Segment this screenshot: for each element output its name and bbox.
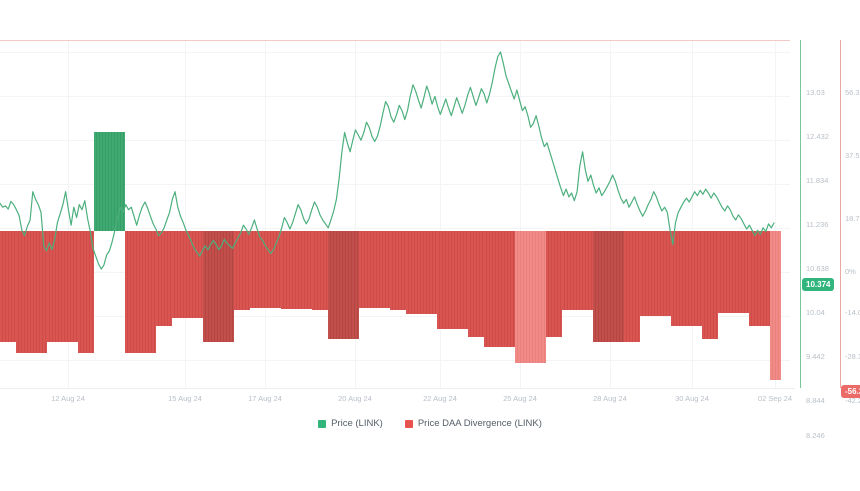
divergence-bar (234, 231, 250, 311)
gridline (0, 96, 790, 97)
zero-line (0, 40, 790, 41)
divergence-bar (312, 231, 328, 311)
x-axis-tick-label: 15 Aug 24 (168, 394, 202, 403)
price-axis-tick-label: 13.03 (806, 88, 825, 97)
gridline (355, 40, 356, 388)
divergence-bar (749, 231, 770, 327)
x-axis-tick-label: 17 Aug 24 (248, 394, 282, 403)
current-price-badge: 10.374 (802, 278, 835, 291)
legend-item[interactable]: Price DAA Divergence (LINK) (404, 418, 542, 429)
gridline (440, 40, 441, 388)
percent-axis-tick-label: 56.35% (845, 88, 860, 97)
divergence-bar (328, 231, 359, 340)
legend-swatch-icon (318, 419, 327, 428)
gridline (0, 52, 790, 53)
gridline (692, 40, 693, 388)
x-axis-tick-label: 20 Aug 24 (338, 394, 372, 403)
price-axis-tick-label: 11.236 (806, 220, 829, 229)
divergence-bar (172, 231, 203, 319)
divergence-bar (515, 231, 546, 364)
divergence-bar (640, 231, 671, 316)
x-axis-tick-label: 28 Aug 24 (593, 394, 627, 403)
gridline (610, 40, 611, 388)
price-axis-tick-label: 11.834 (806, 176, 829, 185)
price-axis-tick-label: 12.432 (806, 132, 829, 141)
divergence-bar (702, 231, 718, 340)
x-axis-tick-label: 22 Aug 24 (423, 394, 457, 403)
price-axis-tick-label: 10.04 (806, 308, 825, 317)
divergence-bar (406, 231, 437, 315)
current-divergence-badge: -56.35% (841, 385, 860, 398)
legend-swatch-icon (404, 419, 413, 428)
x-axis-tick-label: 02 Sep 24 (757, 394, 793, 403)
divergence-bar (624, 231, 640, 343)
divergence-bar (0, 231, 16, 343)
chart-legend: Price (LINK) Price DAA Divergence (LINK) (0, 418, 860, 429)
price-axis-tick-label: 8.844 (806, 396, 825, 405)
gridline (520, 40, 521, 388)
divergence-bar (718, 231, 749, 313)
gridline (68, 40, 69, 388)
divergence-bar (546, 231, 562, 337)
divergence-bar (437, 231, 468, 329)
gridline (0, 140, 790, 141)
gridline (0, 316, 790, 317)
divergence-bar (770, 231, 781, 380)
gridline (0, 184, 790, 185)
divergence-bar (94, 131, 125, 231)
percent-axis-tick-label: 0% (845, 267, 856, 276)
percent-axis-tick-label: -14.08% (845, 308, 860, 317)
percent-axis-tick-label: -42.26% (845, 396, 860, 405)
divergence-bar (281, 231, 312, 309)
percent-axis-tick-label: 37.57% (845, 151, 860, 160)
legend-label: Price DAA Divergence (LINK) (417, 418, 542, 429)
legend-label: Price (LINK) (331, 418, 383, 429)
divergence-bar (16, 231, 47, 353)
divergence-bar (156, 231, 172, 327)
x-axis-tick-label: 12 Aug 24 (51, 394, 85, 403)
divergence-bar (359, 231, 390, 308)
divergence-bar (593, 231, 624, 343)
gridline (265, 40, 266, 388)
percent-axis-tick-label: 18.78% (845, 214, 860, 223)
gridline (185, 40, 186, 388)
legend-item[interactable]: Price (LINK) (318, 418, 383, 429)
price-axis-tick-label: 9.442 (806, 352, 825, 361)
x-axis-tick-label: 30 Aug 24 (675, 394, 709, 403)
percent-axis-line (840, 40, 841, 388)
divergence-bar (390, 231, 406, 311)
x-axis-tick-label: 25 Aug 24 (503, 394, 537, 403)
gridline (0, 360, 790, 361)
gridline (0, 228, 790, 229)
x-axis-line (0, 388, 795, 389)
plot-area: santiment (0, 40, 790, 388)
percent-axis-tick-label: -28.18% (845, 352, 860, 361)
gridline (775, 40, 776, 388)
divergence-bar (125, 231, 156, 353)
price-line-series (0, 51, 775, 270)
divergence-bar (468, 231, 484, 337)
price-axis-tick-label: 10.638 (806, 264, 829, 273)
divergence-bar (562, 231, 593, 311)
price-axis-tick-label: 8.246 (806, 431, 825, 440)
divergence-bar (671, 231, 702, 327)
divergence-bar (78, 231, 94, 353)
price-axis-line (800, 40, 801, 388)
divergence-bar (484, 231, 515, 348)
